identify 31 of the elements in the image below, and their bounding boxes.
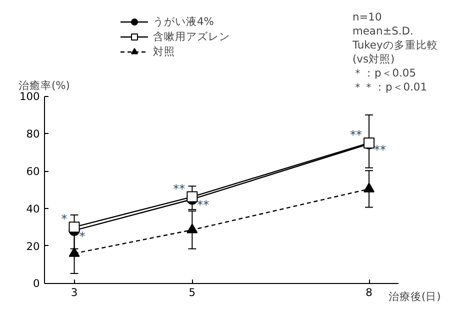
y-tick-label: 40: [26, 202, 40, 216]
data-label: **: [374, 142, 386, 157]
x-tick-label: 3: [70, 286, 78, 300]
y-tick-label: 80: [26, 128, 40, 141]
data-label: *: [61, 212, 68, 226]
x-tick-label: 8: [366, 286, 373, 300]
point: [364, 182, 375, 192]
y-tick-label: 20: [26, 240, 40, 253]
text: mean±S.D.: [352, 24, 414, 38]
data-label: **: [350, 128, 362, 142]
y-tick-label: 0: [33, 277, 40, 290]
text: ＊：p＜0.05: [352, 66, 416, 80]
point: [68, 222, 80, 233]
text: n=10: [352, 10, 382, 24]
x-axis-title: 治療後(日): [388, 290, 441, 303]
y-tick-label: 100: [19, 90, 40, 104]
data-label: **: [197, 198, 210, 212]
text: ＊＊：p＜0.01: [352, 80, 427, 94]
text: (vs対照): [352, 52, 395, 66]
point: [186, 224, 198, 234]
text: Tukeyの多重比較: [352, 38, 438, 52]
point: [68, 247, 80, 257]
point: [186, 191, 198, 202]
x-tick-label: 5: [188, 286, 196, 300]
y-tick-label: 60: [26, 165, 40, 178]
legend-label: 対照: [153, 44, 175, 59]
data-label: *: [79, 229, 86, 244]
data-label: **: [173, 182, 186, 196]
legend-label: 含嗽用アズレン: [153, 29, 230, 44]
y-axis-title: 治癒率(%): [18, 79, 70, 92]
legend-label: うがい液4%: [153, 14, 214, 29]
